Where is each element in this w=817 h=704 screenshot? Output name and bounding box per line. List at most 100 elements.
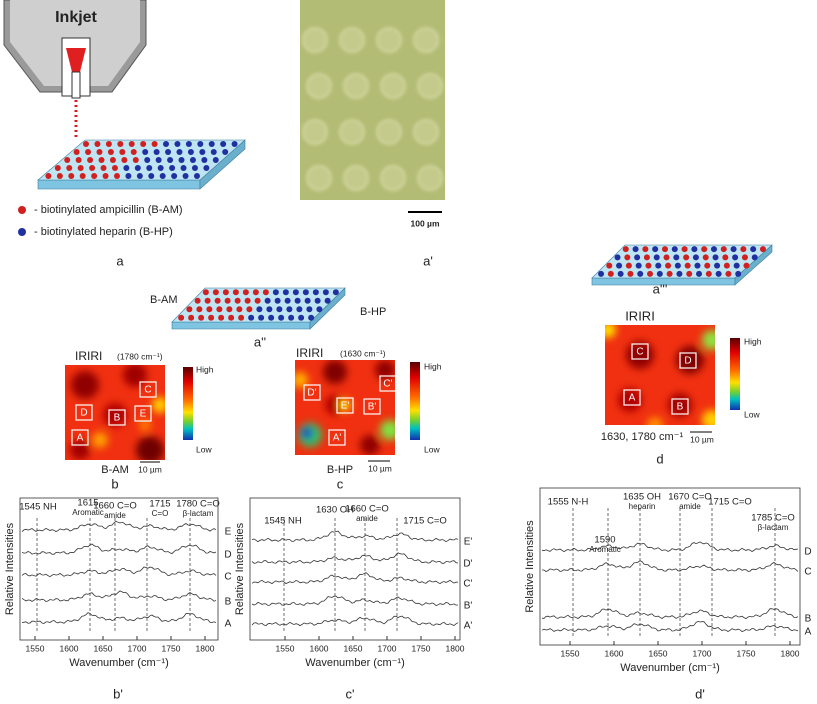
spot bbox=[94, 141, 101, 147]
spot bbox=[627, 270, 634, 277]
spot bbox=[125, 173, 132, 179]
spot bbox=[306, 73, 332, 99]
circle bbox=[647, 417, 663, 425]
panel-label: a' bbox=[423, 253, 433, 268]
spot bbox=[236, 306, 243, 313]
spectrum bbox=[541, 620, 799, 632]
spot bbox=[316, 306, 323, 313]
spot bbox=[643, 254, 650, 261]
spot bbox=[652, 246, 659, 253]
band-annotation: amide bbox=[356, 514, 378, 523]
circle bbox=[605, 325, 616, 338]
spot bbox=[148, 173, 155, 179]
spot bbox=[712, 254, 719, 261]
spot bbox=[146, 165, 153, 171]
spot bbox=[198, 314, 205, 321]
spot bbox=[238, 314, 245, 321]
spot bbox=[142, 149, 149, 155]
panel-label: d bbox=[656, 451, 663, 466]
spot bbox=[723, 262, 730, 269]
y-axis-label: Relative Intensities bbox=[234, 522, 246, 615]
spot bbox=[306, 165, 332, 191]
map-box bbox=[134, 405, 152, 422]
spot bbox=[741, 254, 748, 261]
slide bbox=[591, 244, 773, 286]
spot bbox=[105, 141, 112, 147]
x-tick-label: 1750 bbox=[162, 643, 181, 653]
spot bbox=[710, 246, 717, 253]
spot bbox=[107, 149, 114, 155]
spot bbox=[208, 141, 215, 147]
colorbar bbox=[410, 362, 420, 440]
spot bbox=[696, 270, 703, 277]
x-tick-label: 1600 bbox=[605, 648, 624, 658]
g: C D A B bbox=[623, 343, 697, 415]
plot-frame bbox=[249, 497, 461, 641]
spot bbox=[413, 27, 439, 53]
spot bbox=[234, 297, 241, 304]
spot bbox=[339, 119, 365, 145]
band-annotation: Aromatic bbox=[589, 545, 621, 554]
spot bbox=[312, 289, 319, 296]
curve-label: D' bbox=[463, 559, 472, 570]
spot bbox=[694, 262, 701, 269]
map-subtitle: (1780 cm⁻¹) bbox=[117, 351, 163, 361]
spot bbox=[692, 254, 699, 261]
spot bbox=[178, 314, 185, 321]
slide-right-label: B-HP bbox=[360, 306, 386, 318]
spot bbox=[153, 149, 160, 155]
curve-label: E' bbox=[464, 537, 473, 548]
spot bbox=[624, 254, 631, 261]
spot bbox=[199, 149, 206, 155]
band-annotation: 1660 C=O bbox=[345, 504, 389, 515]
spot bbox=[66, 165, 73, 171]
spot bbox=[268, 314, 275, 321]
circle bbox=[295, 372, 308, 388]
spot bbox=[673, 254, 680, 261]
spot bbox=[617, 270, 624, 277]
inkjet-title: Inkjet bbox=[55, 9, 97, 26]
spot bbox=[740, 246, 747, 253]
map-caption: 1630, 1780 cm⁻¹ bbox=[601, 431, 684, 443]
spot bbox=[417, 165, 443, 191]
spot bbox=[206, 306, 213, 313]
colorbar bbox=[730, 338, 740, 410]
spot bbox=[298, 314, 305, 321]
circle bbox=[702, 410, 715, 425]
spot bbox=[380, 165, 406, 191]
slide bbox=[37, 139, 246, 190]
spot bbox=[54, 165, 61, 171]
spot bbox=[203, 165, 210, 171]
plot-frame bbox=[539, 487, 801, 646]
spectrum bbox=[251, 530, 459, 543]
spot bbox=[274, 297, 281, 304]
g bbox=[70, 365, 165, 460]
spectrum bbox=[251, 615, 459, 627]
x-tick-label: 1550 bbox=[561, 648, 580, 658]
legend-text: - biotinylated heparin (B-HP) bbox=[34, 226, 173, 238]
spot bbox=[83, 141, 90, 147]
circle bbox=[123, 365, 147, 387]
map-title: IRIRI bbox=[75, 349, 102, 363]
slide-top bbox=[591, 244, 773, 279]
panel-label: b' bbox=[113, 686, 123, 701]
spot bbox=[701, 246, 708, 253]
spot bbox=[218, 314, 225, 321]
curve-label: B bbox=[225, 597, 232, 608]
micrograph-spots bbox=[302, 27, 443, 191]
spot bbox=[128, 141, 135, 147]
spot bbox=[98, 157, 105, 163]
band-annotation: 1660 C=O bbox=[93, 501, 137, 512]
x-tick-label: 1700 bbox=[378, 643, 397, 653]
spot bbox=[302, 289, 309, 296]
map-box-label: B bbox=[677, 402, 684, 413]
spot bbox=[332, 289, 339, 296]
spot bbox=[117, 141, 124, 147]
band-annotation: β-lactam bbox=[183, 509, 214, 518]
map-box-label: B' bbox=[368, 402, 377, 413]
spot bbox=[89, 165, 96, 171]
spot bbox=[272, 289, 279, 296]
spot bbox=[750, 246, 757, 253]
circle bbox=[702, 330, 715, 350]
spot bbox=[634, 254, 641, 261]
